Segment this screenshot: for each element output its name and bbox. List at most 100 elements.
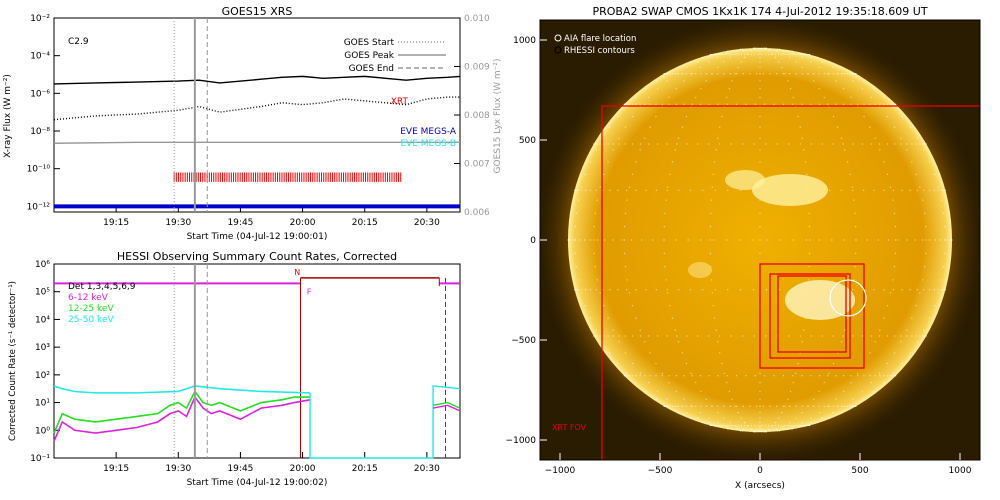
grid-dot xyxy=(863,375,865,377)
grid-dot xyxy=(759,137,761,139)
grid-dot xyxy=(795,61,797,63)
grid-dot xyxy=(787,424,789,427)
grid-dot xyxy=(740,53,742,56)
grid-dot xyxy=(731,398,733,400)
grid-dot xyxy=(655,80,657,82)
grid-dot xyxy=(855,73,857,75)
grid-dot xyxy=(747,53,749,56)
grid-dot xyxy=(677,405,680,407)
grid-dot xyxy=(832,405,835,407)
grid-dot xyxy=(685,73,688,75)
hessi-x-tick-label: 19:45 xyxy=(227,464,253,474)
grid-dot xyxy=(697,335,699,337)
grid-dot xyxy=(655,189,657,191)
grid-dot xyxy=(666,80,668,82)
grid-dot xyxy=(769,48,771,50)
grid-dot xyxy=(745,48,747,50)
grid-dot xyxy=(678,189,680,191)
grid-dot xyxy=(828,61,831,63)
grid-dot xyxy=(801,103,803,105)
grid-dot xyxy=(631,173,634,175)
grid-dot xyxy=(585,189,587,191)
grid-dot xyxy=(759,212,761,214)
hessi-state-marker: F xyxy=(307,287,312,296)
grid-dot xyxy=(792,425,794,427)
hessi-plot-frame xyxy=(53,263,461,459)
grid-dot xyxy=(726,239,728,241)
grid-dot xyxy=(809,53,811,56)
grid-dot xyxy=(792,239,794,241)
grid-dot xyxy=(714,53,716,55)
grid-dot xyxy=(924,266,926,268)
grid-dot xyxy=(900,143,902,145)
grid-dot xyxy=(717,341,719,343)
grid-dot xyxy=(778,424,780,427)
grid-dot xyxy=(593,335,595,337)
grid-dot xyxy=(686,66,688,69)
grid-dot xyxy=(906,239,908,241)
grid-dot xyxy=(759,88,761,90)
grid-dot xyxy=(735,50,738,52)
grid-dot xyxy=(749,73,751,75)
grid-dot xyxy=(906,143,908,145)
grid-dot xyxy=(879,372,881,374)
grid-dot xyxy=(762,73,764,75)
grid-dot xyxy=(761,431,763,433)
grid-dot xyxy=(850,375,852,377)
grid-dot xyxy=(759,398,761,400)
grid-dot xyxy=(883,317,885,319)
hessi-time-markers xyxy=(173,264,208,458)
grid-dot xyxy=(789,424,792,427)
grid-dot xyxy=(799,53,801,55)
grid-dot xyxy=(618,341,620,343)
grid-dot xyxy=(655,362,657,365)
grid-dot xyxy=(768,428,770,430)
grid-dot xyxy=(612,149,614,151)
grid-dot xyxy=(710,279,712,281)
goes-x-tick-label: 20:00 xyxy=(290,218,316,228)
grid-dot xyxy=(669,305,671,307)
grid-dot xyxy=(648,143,650,145)
grid-dot xyxy=(723,372,725,374)
grid-dot xyxy=(593,252,595,254)
grid-dot xyxy=(776,73,778,75)
grid-dot xyxy=(734,405,736,407)
grid-dot xyxy=(663,252,665,254)
grid-dot xyxy=(883,189,885,191)
grid-dot xyxy=(671,317,673,319)
grid-dot xyxy=(596,335,598,337)
grid-dot xyxy=(648,335,650,337)
grid-dot xyxy=(719,335,721,337)
grid-dot xyxy=(728,53,731,56)
goes-y2-tick-label: 0.007 xyxy=(464,160,490,170)
grid-dot xyxy=(618,137,620,139)
grid-dot xyxy=(774,53,776,56)
grid-dot xyxy=(810,61,812,63)
active-regions xyxy=(688,170,855,320)
grid-dot xyxy=(759,80,761,82)
hessi-title: HESSI Observing Summary Count Rates, Cor… xyxy=(117,250,397,263)
swap-legend-symbol xyxy=(554,34,562,42)
grid-dot xyxy=(784,73,786,75)
grid-dot xyxy=(759,56,761,58)
goes-instrument-label: XRT xyxy=(391,97,409,107)
grid-dot xyxy=(764,375,766,377)
grid-dot xyxy=(928,189,931,191)
grid-dot xyxy=(715,53,717,56)
grid-dot xyxy=(714,161,716,163)
grid-dot xyxy=(697,417,699,419)
grid-dot xyxy=(617,362,619,365)
grid-dot xyxy=(809,239,811,241)
grid-dot xyxy=(810,417,812,419)
grid-dot xyxy=(855,252,857,254)
grid-dot xyxy=(626,375,628,377)
goes-title: GOES15 XRS xyxy=(222,5,293,18)
grid-dot xyxy=(668,375,670,377)
grid-dot xyxy=(827,375,829,377)
grid-dot xyxy=(807,53,809,56)
grid-dot xyxy=(723,424,725,427)
grid-dot xyxy=(710,53,712,56)
grid-dot xyxy=(764,47,766,49)
grid-dot xyxy=(801,411,803,414)
grid-dot xyxy=(759,430,761,432)
